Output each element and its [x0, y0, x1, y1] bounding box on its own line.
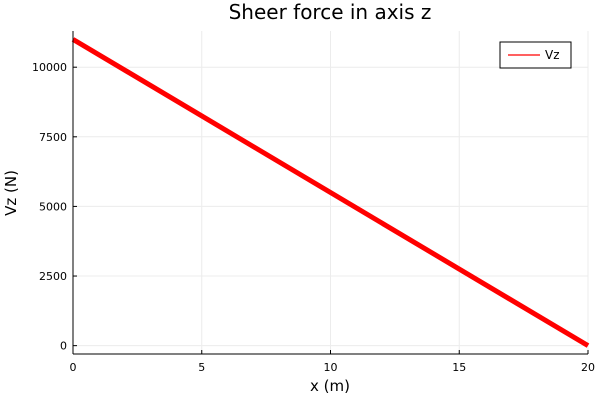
x-ticks: 0 5 10 15 20 [70, 350, 595, 374]
chart-title: Sheer force in axis z [229, 0, 432, 24]
x-tick-label: 20 [581, 361, 595, 374]
legend: Vz [499, 41, 572, 69]
y-tick-label: 5000 [39, 200, 67, 213]
y-ticks: 0 2500 5000 7500 10000 [32, 61, 77, 353]
x-tick-label: 5 [198, 361, 205, 374]
x-axis-label: x (m) [310, 377, 350, 395]
y-tick-label: 0 [60, 340, 67, 353]
y-tick-label: 10000 [32, 61, 67, 74]
y-tick-label: 7500 [39, 131, 67, 144]
x-tick-label: 0 [70, 361, 77, 374]
x-tick-label: 15 [452, 361, 466, 374]
legend-label-vz: Vz [545, 48, 560, 62]
x-tick-label: 10 [324, 361, 338, 374]
series-layer [71, 37, 590, 348]
series-line-vz [71, 37, 590, 348]
y-tick-label: 2500 [39, 270, 67, 283]
y-axis-label: Vz (N) [2, 170, 20, 216]
